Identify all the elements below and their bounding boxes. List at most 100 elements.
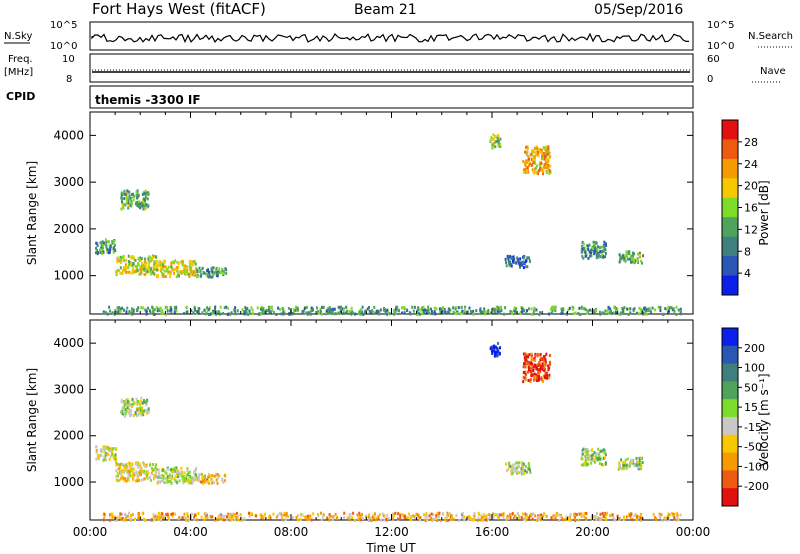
scatter-cell-10 <box>383 309 386 312</box>
colorbar-segment <box>722 158 738 179</box>
scatter-cell-2 <box>179 472 182 476</box>
scatter-cell-1 <box>117 467 120 471</box>
scatter-cell-8 <box>592 244 595 248</box>
scatter-cell-10 <box>518 515 521 519</box>
scatter-cell-10 <box>346 310 349 314</box>
scatter-cell-7 <box>512 467 515 471</box>
scatter-cell-6 <box>545 161 548 165</box>
scatter-cell-4 <box>135 397 138 401</box>
scatter-cell-6 <box>549 164 552 168</box>
scatter-cell-10 <box>306 518 309 522</box>
scatter-cell-1 <box>145 261 148 265</box>
scatter-cell-10 <box>670 306 673 310</box>
scatter-cell-9 <box>641 461 644 464</box>
scatter-cell-2 <box>186 467 189 471</box>
scatter-cell-10 <box>579 313 582 317</box>
scatter-cell-10 <box>301 310 304 314</box>
scatter-cell-0 <box>110 454 112 458</box>
scatter-cell-4 <box>143 400 146 404</box>
scatter-cell-2 <box>170 261 173 265</box>
scatter-cell-10 <box>460 306 463 309</box>
scatter-cell-2 <box>168 480 171 483</box>
scatter-cell-4 <box>124 412 127 416</box>
scatter-cell-4 <box>145 191 148 195</box>
scatter-cell-1 <box>127 270 130 274</box>
scatter-cell-3 <box>195 275 198 279</box>
scatter-cell-5 <box>499 144 502 148</box>
scatter-cell-10 <box>573 514 576 518</box>
scatter-cell-10 <box>661 313 664 316</box>
scatter-cell-4 <box>128 197 131 201</box>
scatter-cell-10 <box>540 518 542 522</box>
scatter-cell-6 <box>540 376 543 380</box>
scatter-cell-10 <box>329 514 332 518</box>
scatter-cell-10 <box>302 309 305 313</box>
scatter-cell-10 <box>403 306 406 310</box>
scatter-cell-0 <box>106 240 109 244</box>
ytick-label: 2000 <box>53 429 84 443</box>
scatter-cell-10 <box>605 512 608 516</box>
scatter-cell-5 <box>492 144 495 148</box>
scatter-cell-10 <box>378 312 381 316</box>
scatter-cell-7 <box>519 257 522 261</box>
scatter-cell-10 <box>147 306 149 310</box>
scatter-cell-5 <box>492 349 495 353</box>
scatter-cell-3 <box>208 273 211 277</box>
scatter-cell-4 <box>123 400 125 403</box>
scatter-cell-10 <box>182 516 185 520</box>
scatter-cell-6 <box>543 356 546 360</box>
scatter-cell-10 <box>664 518 667 522</box>
scatter-cell-1 <box>146 270 149 274</box>
scatter-cell-10 <box>134 517 136 521</box>
scatter-cell-6 <box>533 364 536 368</box>
scatter-cell-10 <box>203 308 206 312</box>
scatter-cell-10 <box>334 512 337 516</box>
scatter-cell-10 <box>168 517 171 521</box>
scatter-cell-10 <box>643 307 646 311</box>
scatter-cell-10 <box>108 305 111 309</box>
scatter-cell-9 <box>631 460 633 464</box>
scatter-cell-1 <box>121 474 124 478</box>
scatter-cell-10 <box>152 515 155 519</box>
scatter-cell-8 <box>604 248 607 252</box>
scatter-cell-1 <box>151 270 154 274</box>
scatter-cell-2 <box>177 473 179 476</box>
scatter-cell-10 <box>187 518 190 522</box>
scatter-cell-1 <box>143 260 146 264</box>
scatter-cell-10 <box>589 308 592 312</box>
scatter-cell-1 <box>145 269 148 273</box>
scatter-cell-3 <box>200 472 203 476</box>
scatter-cell-1 <box>124 479 127 483</box>
scatter-cell-10 <box>132 308 135 312</box>
scatter-cell-5 <box>494 145 497 149</box>
scatter-cell-6 <box>526 160 529 164</box>
scatter-cell-10 <box>620 311 623 315</box>
power-colorbar-label: Power [dB] <box>757 180 771 245</box>
scatter-cell-10 <box>204 312 207 316</box>
scatter-cell-7 <box>526 265 529 269</box>
scatter-cell-10 <box>485 518 488 522</box>
scatter-cell-10 <box>489 311 492 315</box>
scatter-cell-6 <box>532 161 535 164</box>
scatter-cell-1 <box>140 478 143 482</box>
scatter-cell-10 <box>322 305 325 309</box>
scatter-cell-10 <box>291 312 294 316</box>
scatter-cell-10 <box>622 307 625 311</box>
scatter-cell-10 <box>418 312 421 316</box>
scatter-cell-8 <box>595 256 598 260</box>
scatter-cell-10 <box>391 517 394 521</box>
scatter-cell-6 <box>527 378 530 382</box>
scatter-cell-10 <box>322 515 324 519</box>
scatter-cell-10 <box>358 511 361 515</box>
scatter-cell-10 <box>432 513 435 517</box>
scatter-cell-1 <box>120 476 123 480</box>
scatter-cell-10 <box>116 306 119 310</box>
scatter-cell-1 <box>131 269 134 273</box>
colorbar-tick-label: -200 <box>744 480 769 493</box>
scatter-cell-2 <box>191 263 194 267</box>
scatter-cell-6 <box>538 363 540 367</box>
scatter-cell-10 <box>328 513 331 516</box>
scatter-cell-0 <box>111 241 114 245</box>
scatter-cell-6 <box>542 170 544 174</box>
scatter-cell-4 <box>129 196 132 200</box>
